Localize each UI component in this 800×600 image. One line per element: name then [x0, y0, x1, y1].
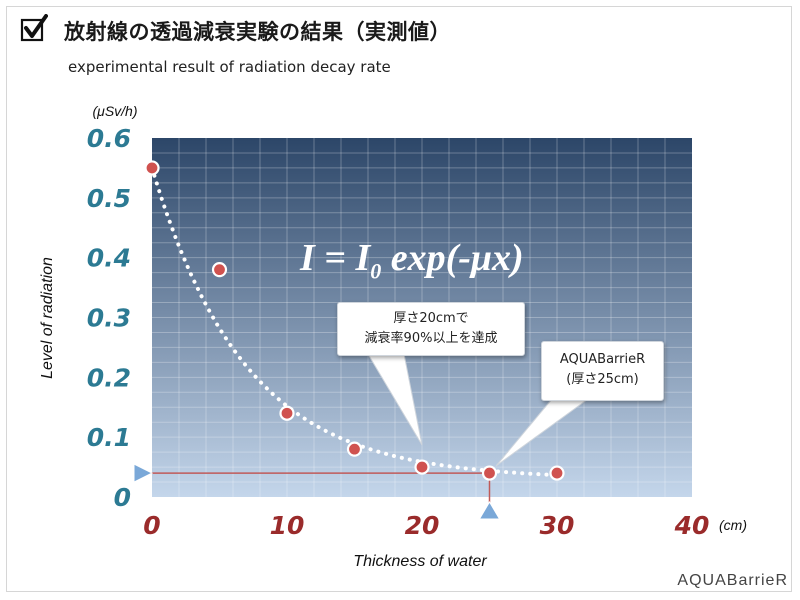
data-point	[481, 465, 498, 481]
y-marker-triangle	[133, 463, 154, 483]
y-tick-label: 0.1	[87, 423, 131, 452]
x-axis-unit: (cm)	[719, 517, 747, 533]
callout-line: 減衰率90%以上を達成	[364, 331, 498, 346]
data-point	[211, 262, 228, 278]
y-tick-label: 0.4	[87, 244, 131, 273]
checkbox-checked-icon	[20, 14, 48, 42]
data-point	[549, 465, 565, 481]
data-point	[144, 160, 160, 176]
slide-frame	[6, 6, 792, 592]
y-axis-label: Level of radiation	[39, 257, 56, 379]
callout-line: (厚さ25cm)	[566, 372, 639, 387]
x-tick-label: 0	[143, 511, 160, 540]
callout-20cm: 厚さ20cmで 減衰率90%以上を達成	[337, 302, 525, 356]
x-axis-ticks: 0 10 20 30 40	[143, 511, 709, 540]
x-tick-label: 40	[674, 511, 710, 540]
callout-aquabarrier: AQUABarrieR (厚さ25cm)	[541, 341, 664, 401]
y-axis-unit: (μSv/h)	[92, 103, 137, 119]
data-point	[414, 459, 430, 475]
callout-line: AQUABarrieR	[559, 352, 646, 367]
y-axis-ticks: 0 0.1 0.2 0.3 0.4 0.5 0.6	[87, 124, 131, 512]
y-tick-label: 0.2	[87, 363, 131, 392]
x-tick-label: 10	[270, 511, 305, 540]
page-subtitle: experimental result of radiation decay r…	[68, 58, 391, 76]
callout-line: 厚さ20cmで	[393, 311, 469, 326]
y-tick-label: 0.5	[87, 184, 131, 213]
x-tick-label: 20	[405, 511, 440, 540]
x-marker-triangle	[478, 501, 501, 520]
x-tick-label: 30	[540, 511, 575, 540]
y-tick-label: 0	[114, 483, 131, 512]
data-point	[346, 441, 363, 457]
y-tick-label: 0.6	[87, 124, 131, 153]
data-points	[144, 160, 565, 481]
y-tick-label: 0.3	[87, 304, 131, 333]
page-title: 放射線の透過減衰実験の結果（実測値）	[64, 20, 451, 44]
decay-formula: I = I0 exp(-μx)	[300, 237, 524, 284]
data-point	[279, 405, 295, 421]
brand-logo: AQUABarrieR	[677, 572, 788, 589]
x-axis-label: Thickness of water	[353, 553, 487, 570]
